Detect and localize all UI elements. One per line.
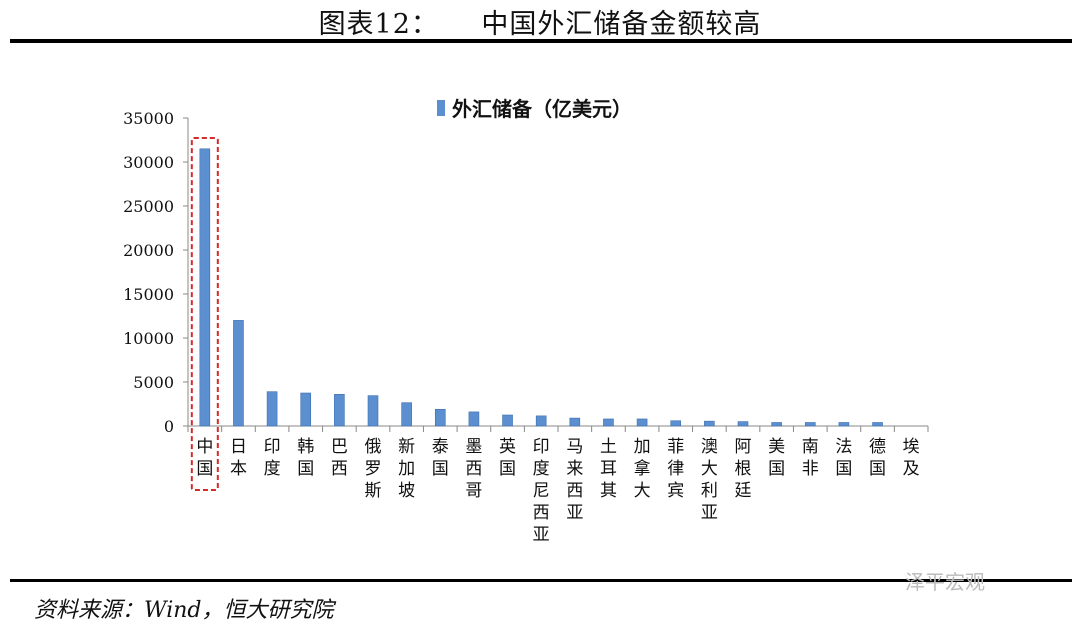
source-note: 资料来源：Wind，恒大研究院 (34, 598, 334, 623)
legend-label: 外汇储备（亿美元） (452, 97, 632, 121)
bar-马来西亚 (569, 417, 581, 427)
y-tick-label: 25000 (123, 197, 174, 216)
x-tick-label: 俄 (365, 437, 382, 457)
y-tick-label: 35000 (123, 109, 174, 128)
x-tick-label: 西 (533, 503, 550, 523)
x-tick-label: 罗 (365, 459, 382, 479)
y-tick-label: 0 (164, 417, 174, 436)
x-tick-label: 国 (835, 459, 852, 479)
top-rule (10, 39, 1072, 43)
bar-新加坡 (401, 402, 412, 427)
x-tick-label: 非 (802, 459, 819, 479)
bar-印度尼西亚 (535, 415, 547, 427)
x-tick-label: 新 (398, 437, 415, 457)
x-tick-label: 尼 (533, 481, 550, 501)
x-tick-label: 亚 (701, 503, 718, 523)
x-tick-label: 国 (432, 459, 449, 479)
bar-德国 (872, 422, 883, 427)
x-tick-label: 国 (297, 459, 314, 479)
bar-chart: 05000100001500020000250003000035000中国日本印… (123, 97, 929, 545)
x-tick-label: 坡 (398, 481, 415, 501)
x-tick-label: 哥 (465, 481, 482, 501)
x-tick-label: 西 (566, 481, 583, 501)
x-tick-label: 加 (398, 459, 415, 479)
bar-中国 (199, 148, 211, 427)
x-tick-label: 律 (667, 459, 684, 479)
y-tick-label: 30000 (123, 153, 174, 172)
y-tick-label: 5000 (133, 373, 174, 392)
bar-韩国 (300, 392, 312, 427)
bar-阿根廷 (737, 421, 749, 427)
bar-澳大利亚 (704, 420, 715, 427)
bottom-rule (10, 579, 1072, 582)
bar-土耳其 (603, 418, 614, 427)
highlight-box (190, 137, 219, 491)
watermark: 泽平宏观 (905, 570, 985, 594)
x-tick-label: 其 (600, 481, 617, 501)
x-tick-label: 亚 (533, 525, 550, 545)
x-tick-label: 英 (499, 437, 516, 457)
bar-日本 (233, 320, 244, 427)
y-tick-label: 10000 (123, 329, 174, 348)
x-tick-label: 本 (230, 459, 247, 479)
x-tick-label: 韩 (297, 437, 314, 457)
x-tick-label: 廷 (735, 481, 752, 501)
y-tick-label: 20000 (123, 241, 174, 260)
x-tick-label: 加 (634, 437, 651, 457)
x-tick-label: 泰 (432, 437, 449, 457)
bar-印度 (266, 391, 278, 427)
x-tick-label: 法 (835, 437, 852, 457)
x-tick-label: 中 (196, 437, 213, 457)
x-tick-label: 西 (465, 459, 482, 479)
x-tick-label: 斯 (365, 481, 382, 501)
bar-法国 (838, 422, 850, 427)
x-tick-label: 印 (264, 437, 281, 457)
x-tick-label: 利 (701, 481, 718, 501)
x-tick-label: 大 (634, 481, 651, 501)
x-tick-label: 大 (701, 459, 718, 479)
x-tick-label: 菲 (667, 437, 684, 457)
bar-南非 (804, 422, 816, 427)
x-tick-label: 度 (264, 459, 281, 479)
x-tick-label: 度 (533, 459, 550, 479)
x-tick-label: 墨 (465, 437, 482, 457)
figure-title: 图表12： 中国外汇储备金额较高 (318, 9, 762, 40)
y-tick-label: 15000 (123, 285, 174, 304)
bar-墨西哥 (468, 411, 480, 427)
x-tick-label: 马 (566, 437, 583, 457)
bar-泰国 (434, 408, 446, 427)
x-tick-label: 德 (869, 437, 886, 457)
x-tick-label: 南 (802, 437, 819, 457)
bar-巴西 (334, 394, 345, 427)
x-tick-label: 巴 (331, 437, 348, 457)
x-tick-label: 印 (533, 437, 550, 457)
x-tick-label: 亚 (566, 503, 583, 523)
x-tick-label: 澳 (701, 437, 718, 457)
x-tick-label: 国 (869, 459, 886, 479)
x-tick-label: 国 (499, 459, 516, 479)
x-tick-label: 埃 (903, 437, 920, 457)
x-tick-label: 阿 (735, 437, 752, 457)
x-tick-label: 及 (903, 459, 920, 479)
legend-swatch (437, 100, 445, 116)
x-tick-label: 国 (196, 459, 213, 479)
x-tick-label: 根 (735, 459, 752, 479)
x-tick-label: 美 (768, 437, 785, 457)
x-tick-label: 宾 (667, 481, 684, 501)
x-tick-label: 日 (230, 437, 247, 457)
x-tick-label: 耳 (600, 459, 617, 479)
bar-俄罗斯 (367, 395, 379, 427)
x-tick-label: 土 (600, 437, 617, 457)
bar-菲律宾 (670, 420, 682, 427)
bar-美国 (771, 422, 782, 427)
x-tick-label: 西 (331, 459, 348, 479)
bar-加拿大 (636, 418, 648, 427)
x-tick-label: 拿 (634, 458, 651, 479)
x-tick-label: 国 (768, 459, 785, 479)
x-tick-label: 来 (566, 459, 583, 479)
bar-英国 (502, 414, 513, 427)
